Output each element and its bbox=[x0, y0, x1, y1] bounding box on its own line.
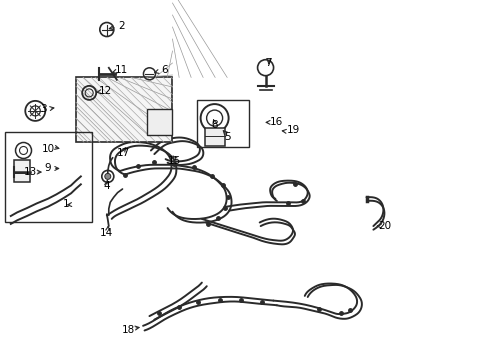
Text: 5: 5 bbox=[224, 132, 231, 142]
Text: 9: 9 bbox=[45, 163, 51, 174]
Text: 1: 1 bbox=[63, 199, 70, 210]
Bar bbox=[76, 77, 172, 142]
Text: 7: 7 bbox=[265, 58, 272, 68]
Text: 15: 15 bbox=[167, 156, 181, 166]
Text: 13: 13 bbox=[24, 167, 37, 177]
Text: 12: 12 bbox=[98, 86, 112, 96]
Text: 17: 17 bbox=[117, 148, 130, 158]
Bar bbox=[5, 132, 92, 222]
Text: 4: 4 bbox=[103, 181, 110, 192]
Text: 16: 16 bbox=[270, 117, 284, 127]
Bar bbox=[197, 100, 249, 147]
Circle shape bbox=[105, 174, 111, 179]
Text: 6: 6 bbox=[161, 65, 168, 75]
Text: 18: 18 bbox=[122, 325, 135, 336]
Bar bbox=[205, 128, 224, 146]
Text: 10: 10 bbox=[42, 144, 54, 154]
Text: 2: 2 bbox=[118, 21, 125, 31]
Text: 11: 11 bbox=[115, 65, 128, 75]
Text: 8: 8 bbox=[211, 120, 218, 130]
Text: 14: 14 bbox=[100, 228, 114, 238]
Bar bbox=[14, 161, 30, 183]
Text: 19: 19 bbox=[286, 125, 300, 135]
Bar bbox=[147, 109, 172, 135]
Text: 20: 20 bbox=[378, 221, 391, 231]
Text: 3: 3 bbox=[40, 104, 47, 114]
